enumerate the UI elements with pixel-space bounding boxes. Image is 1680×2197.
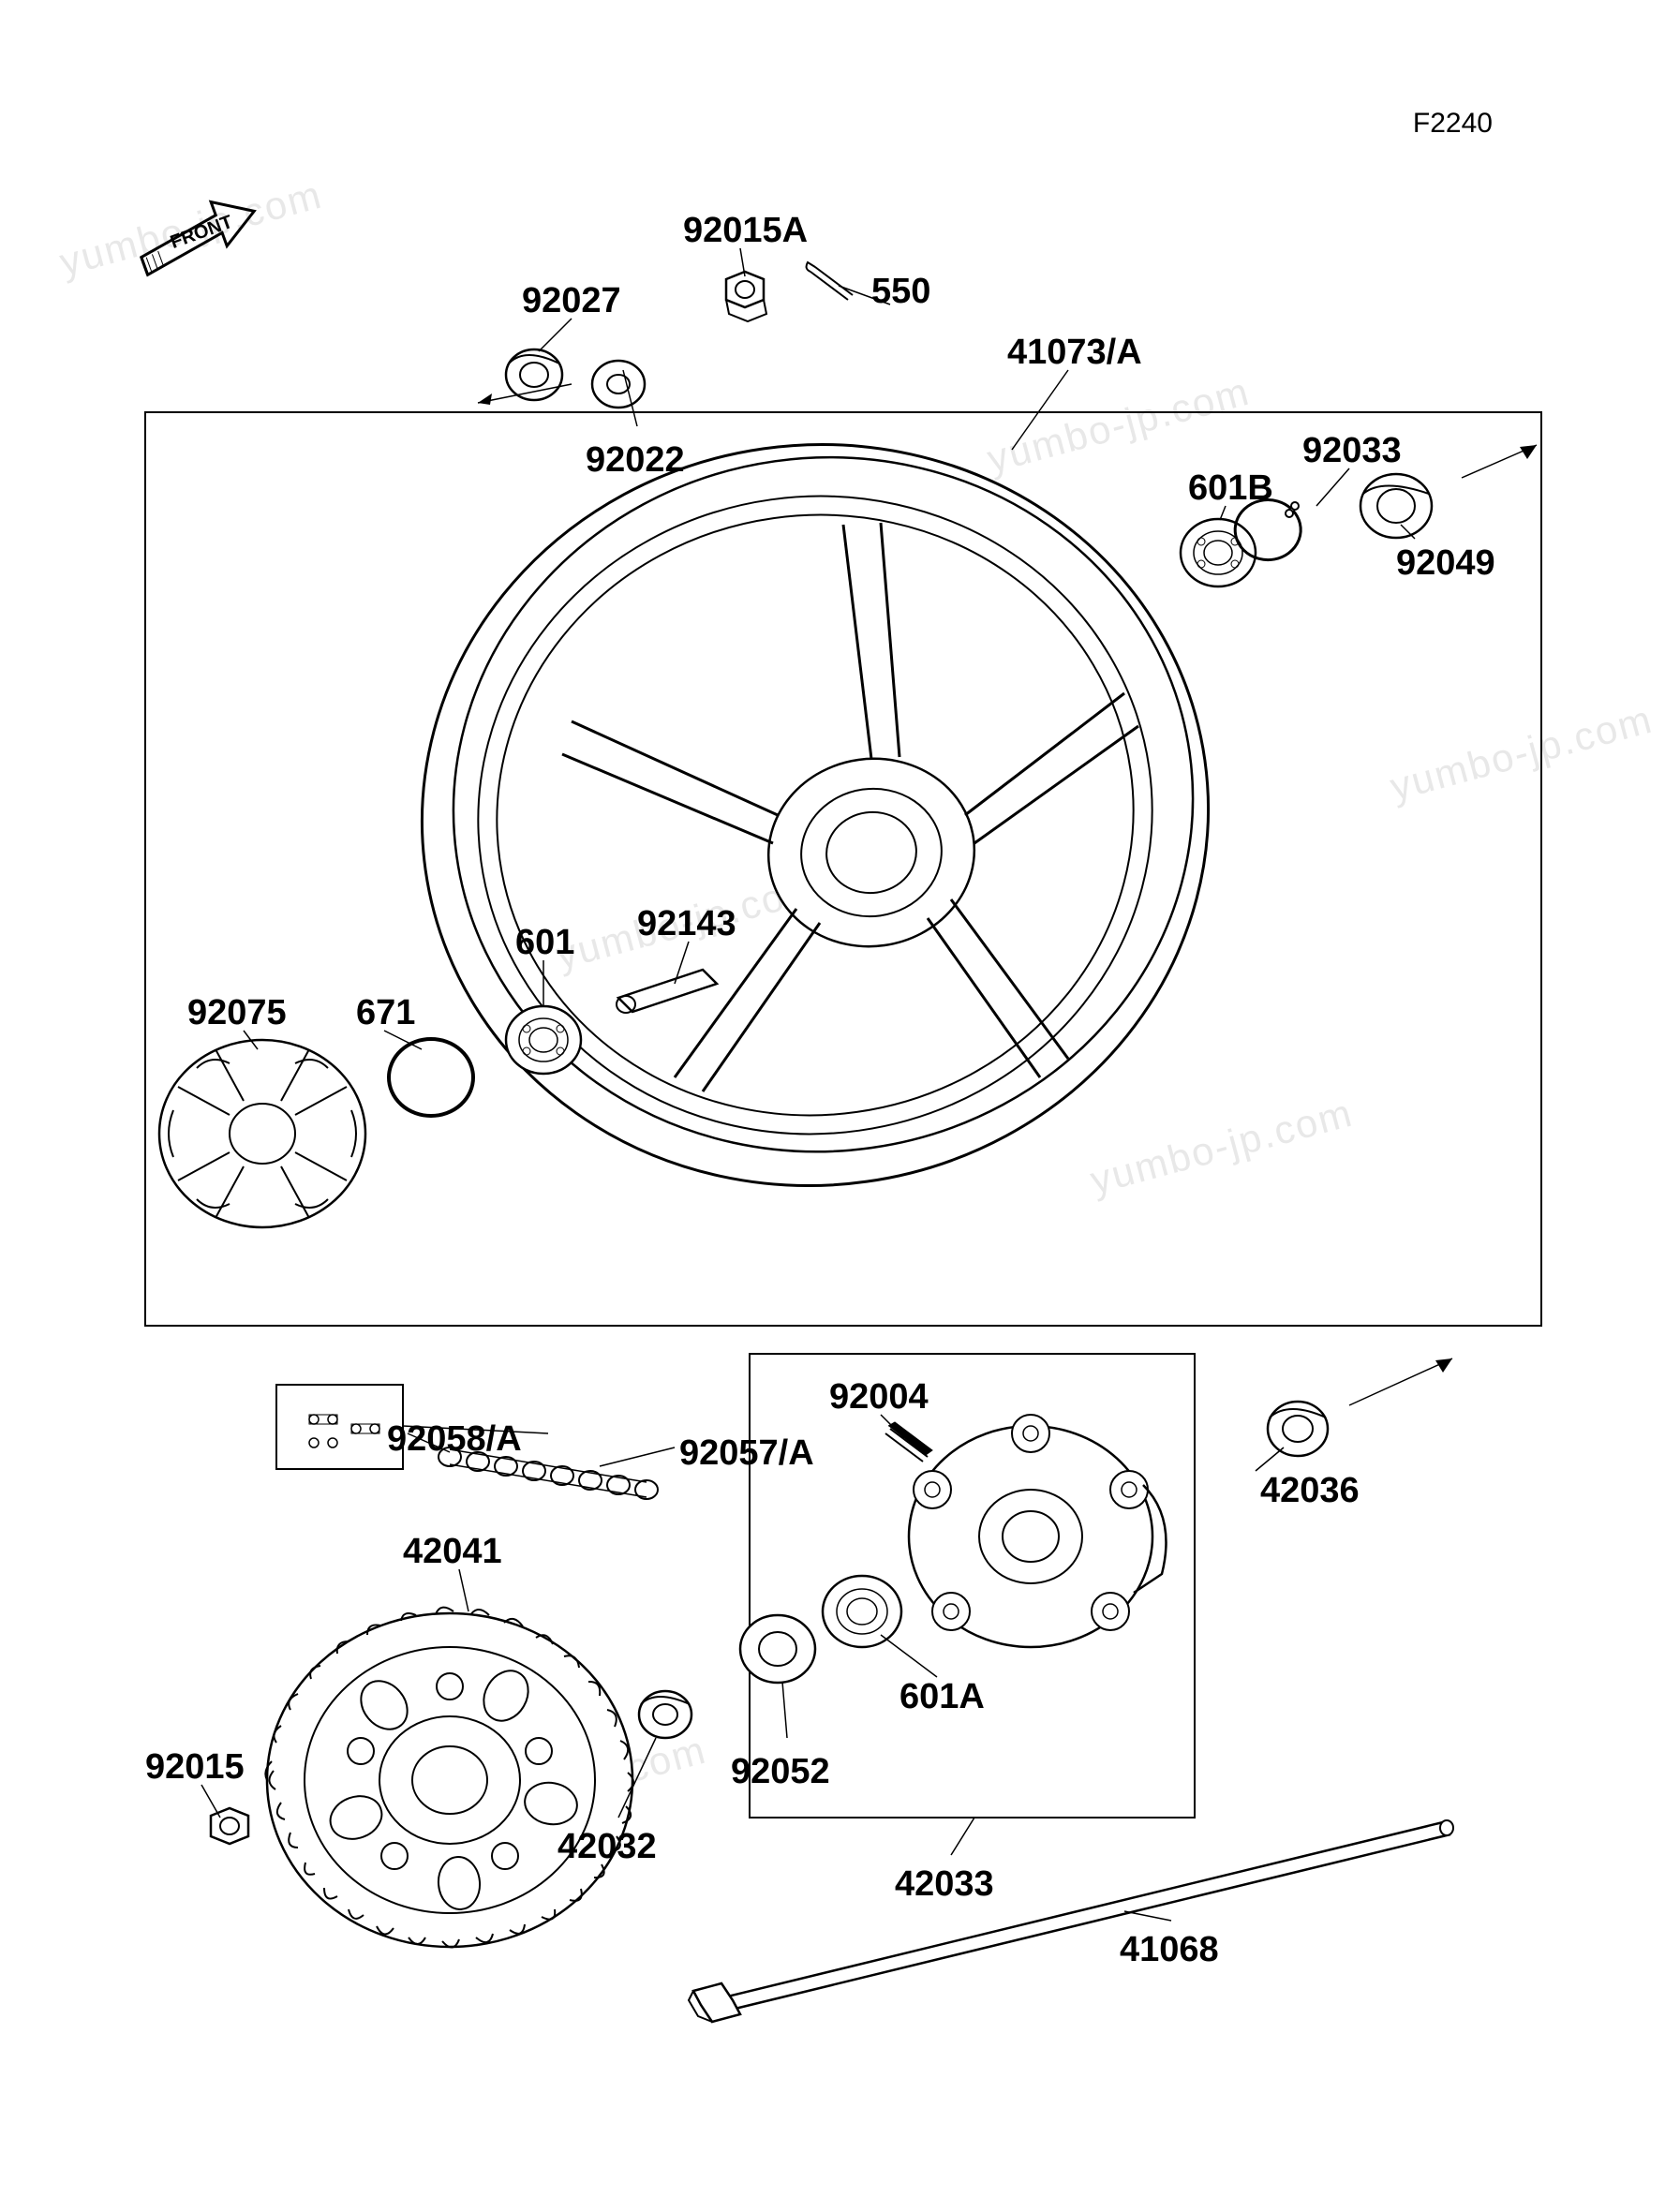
- rear-axle: [689, 1820, 1453, 2022]
- part-label-42032: 42032: [558, 1827, 657, 1867]
- sprocket-bearing-group: [639, 1576, 901, 1738]
- part-label-92004: 92004: [829, 1377, 929, 1418]
- diagram-container: yumbo-jp.com yumbo-jp.com yumbo-jp.com y…: [0, 0, 1680, 2197]
- part-label-42033: 42033: [895, 1864, 994, 1905]
- exploded-view-diagram: [0, 0, 1680, 2197]
- part-label-92058A: 92058/A: [387, 1419, 522, 1460]
- part-label-41073A: 41073/A: [1007, 333, 1142, 373]
- wheel-rim: [374, 393, 1256, 1236]
- part-label-92057A: 92057/A: [679, 1433, 814, 1474]
- part-label-92075: 92075: [187, 993, 287, 1033]
- part-label-92015A: 92015A: [683, 211, 808, 251]
- part-label-92049: 92049: [1396, 543, 1495, 584]
- part-label-601A: 601A: [899, 1677, 985, 1717]
- part-label-41068: 41068: [1120, 1930, 1219, 1970]
- part-label-42041: 42041: [403, 1532, 502, 1572]
- part-label-92022: 92022: [586, 440, 685, 481]
- part-label-92033: 92033: [1302, 431, 1402, 471]
- rear-sprocket: [265, 1608, 633, 1948]
- part-label-671: 671: [356, 993, 415, 1033]
- sleeve-42036: [1268, 1358, 1452, 1456]
- sprocket-nut: [211, 1808, 248, 1844]
- part-label-601: 601: [515, 923, 574, 963]
- part-label-92052: 92052: [731, 1752, 830, 1792]
- part-label-92027: 92027: [522, 281, 621, 321]
- part-label-92015: 92015: [145, 1747, 245, 1788]
- part-label-550: 550: [871, 272, 930, 312]
- part-label-42036: 42036: [1260, 1471, 1360, 1511]
- hub-coupling: [885, 1415, 1167, 1647]
- part-label-601B: 601B: [1188, 468, 1273, 509]
- part-label-92143: 92143: [637, 904, 736, 944]
